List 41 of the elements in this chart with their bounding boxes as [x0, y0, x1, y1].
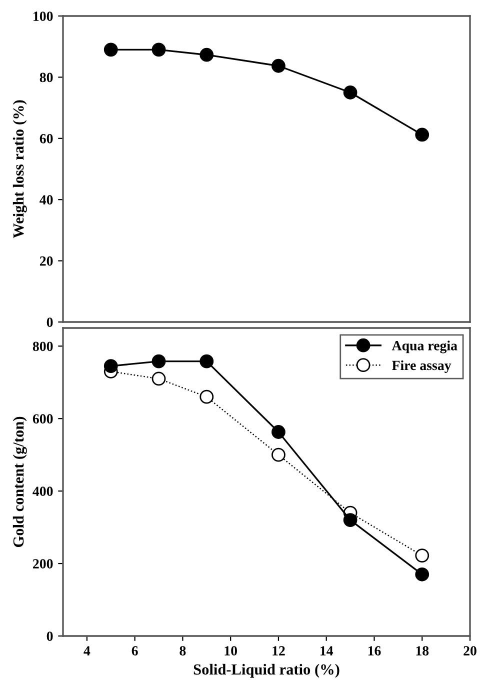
- x-tick-label: 6: [132, 646, 138, 656]
- x-tick-label: 18: [416, 646, 429, 656]
- y-tick-label: 200: [33, 559, 53, 568]
- point: [343, 513, 358, 527]
- point: [104, 42, 118, 57]
- x-axis-title: Solid-Liquid ratio (%): [194, 664, 340, 678]
- y-tick-label: 800: [32, 342, 53, 352]
- y-axis-title: Weight loss ratio (%): [12, 100, 27, 238]
- y-tick-label: 40: [40, 195, 53, 205]
- point: [272, 58, 286, 73]
- x-tick-label: 20: [464, 646, 476, 656]
- legend-label: Aqua regia: [392, 340, 458, 354]
- point: [272, 425, 286, 439]
- point: [200, 354, 214, 368]
- y-tick-label: 80: [40, 72, 53, 82]
- x-tick-label: 12: [272, 646, 285, 656]
- y-tick-label: 100: [34, 12, 53, 21]
- y-tick-label: 600: [32, 414, 53, 424]
- y-tick-label: 400: [32, 486, 53, 496]
- x-tick-label: 8: [180, 646, 186, 656]
- point: [104, 359, 118, 373]
- x-tick-label: 10: [224, 646, 238, 656]
- y-tick-label: 20: [40, 256, 53, 266]
- point: [415, 567, 430, 582]
- y-tick-label: 0: [46, 318, 53, 327]
- legend-label: Fire assay: [392, 360, 452, 373]
- x-tick-label: 4: [84, 646, 90, 656]
- point: [415, 548, 430, 562]
- y-tick-label: 60: [40, 134, 53, 144]
- x-tick-label: 14: [320, 646, 334, 656]
- point: [152, 354, 166, 368]
- point: [152, 42, 166, 57]
- point: [343, 86, 358, 100]
- point: [415, 128, 430, 142]
- point: [200, 390, 214, 404]
- point: [200, 48, 214, 62]
- point: [272, 448, 286, 462]
- point: [152, 372, 166, 386]
- y-tick-label: 0: [46, 632, 53, 641]
- x-tick-label: 16: [368, 646, 381, 656]
- y-axis-title: Gold content (g/ton): [12, 416, 27, 548]
